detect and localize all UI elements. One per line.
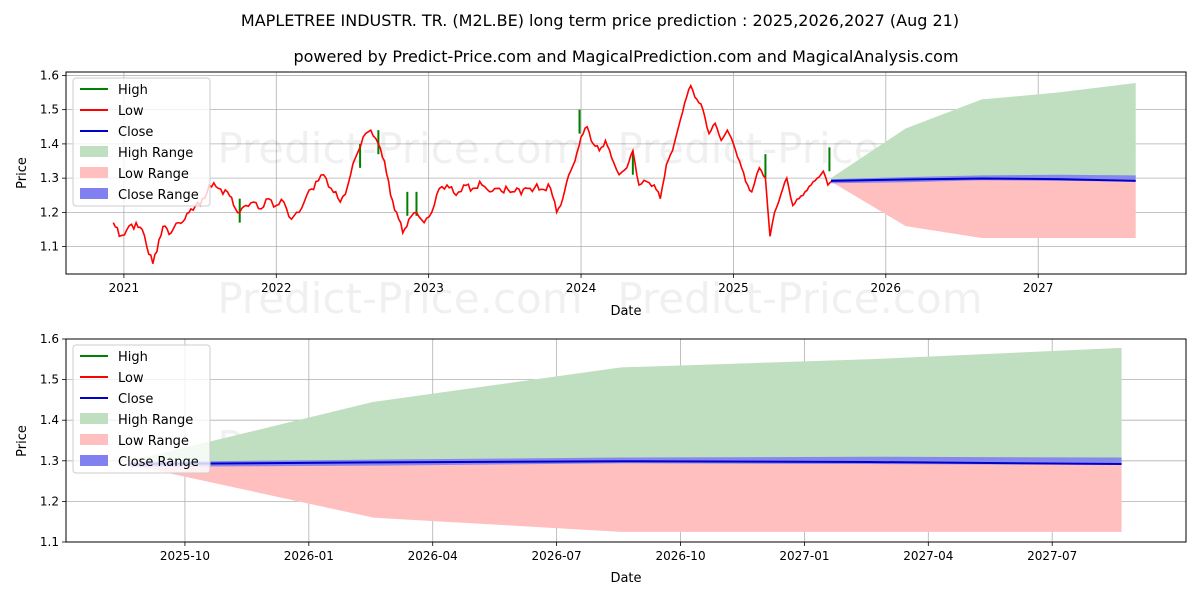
x-tick-label: 2026-04: [408, 549, 458, 563]
top-y-axis: 1.1 1.2 1.3 1.4 1.5 1.6: [40, 68, 59, 253]
top-y-axis-label: Price: [15, 157, 30, 189]
legend-close-label: Close: [118, 392, 153, 407]
top-legend: High Low Close High Range Low Range Clos…: [72, 77, 211, 207]
legend-close-range-label: Close Range: [118, 188, 199, 203]
chart-title: MAPLETREE INDUSTR. TR. (M2L.BE) long ter…: [241, 11, 959, 30]
x-tick-label: 2026-10: [655, 549, 705, 563]
legend-low-range-label: Low Range: [118, 167, 189, 182]
legend-low-label: Low: [118, 104, 144, 119]
y-tick-label: 1.1: [40, 535, 59, 549]
x-tick-label: 2025: [718, 281, 749, 295]
chart-subtitle: powered by Predict-Price.com and Magical…: [293, 47, 958, 66]
top-high-range-area: [830, 82, 1136, 181]
y-tick-label: 1.4: [40, 413, 59, 427]
x-tick-label: 2027: [1023, 281, 1054, 295]
watermark-text: Predict-Price.com: [617, 274, 982, 323]
legend-low-range-label: Low Range: [118, 434, 189, 449]
x-tick-label: 2027-04: [903, 549, 953, 563]
y-tick-label: 1.3: [40, 454, 59, 468]
x-tick-label: 2022: [261, 281, 292, 295]
legend-high-range-label: High Range: [118, 413, 193, 428]
top-low-line: [112, 83, 832, 264]
bottom-close-line: [130, 460, 1122, 466]
y-tick-label: 1.4: [40, 137, 59, 151]
x-tick-label: 2025-10: [160, 549, 210, 563]
x-tick-label: 2026-01: [284, 549, 334, 563]
x-tick-label: 2024: [566, 281, 597, 295]
top-low-range-area: [830, 178, 1136, 239]
legend-low-label: Low: [118, 371, 144, 386]
y-tick-label: 1.6: [40, 332, 59, 346]
y-tick-label: 1.2: [40, 205, 59, 219]
x-tick-label: 2023: [413, 281, 444, 295]
y-tick-label: 1.5: [40, 373, 59, 387]
x-tick-label: 2027-07: [1027, 549, 1077, 563]
legend-high-range-swatch: [80, 413, 108, 424]
bottom-legend: High Low Close High Range Low Range Clos…: [72, 344, 211, 474]
bottom-y-axis-label: Price: [15, 425, 30, 457]
legend-low-range-swatch: [80, 434, 108, 445]
x-tick-label: 2026-07: [532, 549, 582, 563]
watermark-text: Predict-Price.com: [217, 124, 582, 173]
y-tick-label: 1.5: [40, 103, 59, 117]
y-tick-label: 1.6: [40, 68, 59, 82]
bottom-x-axis: 2025-10 2026-01 2026-04 2026-07 2026-10 …: [160, 549, 1077, 563]
legend-high-label: High: [118, 350, 148, 365]
top-close-line: [830, 177, 1136, 182]
watermark-text: Predict-Price.com: [217, 274, 582, 323]
top-x-axis-label: Date: [610, 304, 641, 319]
bottom-plot-frame: [65, 338, 1187, 543]
bottom-low-range-area: [130, 461, 1122, 532]
legend-close-range-swatch: [80, 455, 108, 466]
legend-high-label: High: [118, 83, 148, 98]
y-tick-label: 1.1: [40, 240, 59, 254]
bottom-high-range-area: [130, 347, 1122, 465]
top-plot-frame: [65, 71, 1187, 275]
legend-close-range-swatch: [80, 188, 108, 199]
x-tick-label: 2027-01: [779, 549, 829, 563]
bottom-y-axis: 1.1 1.2 1.3 1.4 1.5 1.6: [40, 332, 59, 549]
y-tick-label: 1.3: [40, 171, 59, 185]
top-x-axis: 2021 2022 2023 2024 2025 2026 2027: [109, 281, 1054, 295]
legend-close-label: Close: [118, 125, 153, 140]
top-watermarks: Predict-Price.com Predict-Price.com Pred…: [217, 124, 982, 323]
x-tick-label: 2026: [871, 281, 902, 295]
bottom-x-axis-label: Date: [610, 571, 641, 586]
legend-high-range-swatch: [80, 146, 108, 157]
bottom-panel: Predict-Price.com Predict-Price.com 2025…: [15, 332, 1187, 586]
x-tick-label: 2021: [109, 281, 140, 295]
legend-close-range-label: Close Range: [118, 455, 199, 470]
top-panel: Predict-Price.com Predict-Price.com Pred…: [15, 68, 1187, 323]
y-tick-label: 1.2: [40, 494, 59, 508]
legend-low-range-swatch: [80, 167, 108, 178]
legend-high-range-label: High Range: [118, 146, 193, 161]
